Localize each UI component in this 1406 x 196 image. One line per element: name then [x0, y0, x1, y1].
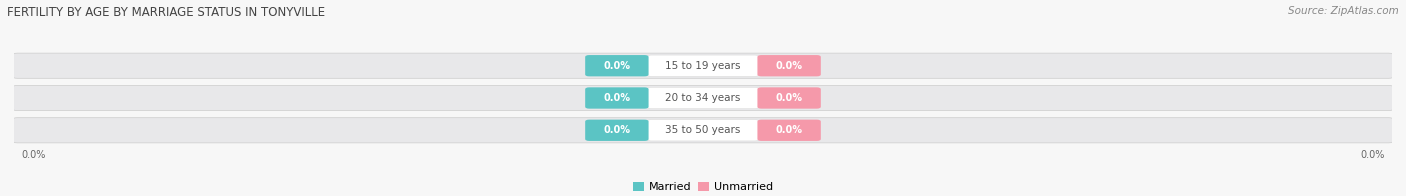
Legend: Married, Unmarried: Married, Unmarried [628, 177, 778, 196]
Text: 0.0%: 0.0% [776, 93, 803, 103]
Text: 20 to 34 years: 20 to 34 years [665, 93, 741, 103]
FancyBboxPatch shape [758, 120, 821, 141]
FancyBboxPatch shape [647, 120, 759, 141]
Text: Source: ZipAtlas.com: Source: ZipAtlas.com [1288, 6, 1399, 16]
Text: 35 to 50 years: 35 to 50 years [665, 125, 741, 135]
Text: FERTILITY BY AGE BY MARRIAGE STATUS IN TONYVILLE: FERTILITY BY AGE BY MARRIAGE STATUS IN T… [7, 6, 325, 19]
FancyBboxPatch shape [13, 53, 1393, 78]
FancyBboxPatch shape [585, 120, 648, 141]
FancyBboxPatch shape [647, 55, 759, 76]
Text: 0.0%: 0.0% [776, 125, 803, 135]
FancyBboxPatch shape [585, 87, 648, 109]
Text: 0.0%: 0.0% [603, 125, 630, 135]
Text: 0.0%: 0.0% [776, 61, 803, 71]
FancyBboxPatch shape [647, 87, 759, 109]
Text: 15 to 19 years: 15 to 19 years [665, 61, 741, 71]
Text: 0.0%: 0.0% [603, 61, 630, 71]
FancyBboxPatch shape [13, 85, 1393, 111]
FancyBboxPatch shape [758, 87, 821, 109]
Text: 0.0%: 0.0% [21, 150, 45, 160]
Text: 0.0%: 0.0% [1361, 150, 1385, 160]
FancyBboxPatch shape [585, 55, 648, 76]
Text: 0.0%: 0.0% [603, 93, 630, 103]
FancyBboxPatch shape [758, 55, 821, 76]
FancyBboxPatch shape [13, 118, 1393, 143]
